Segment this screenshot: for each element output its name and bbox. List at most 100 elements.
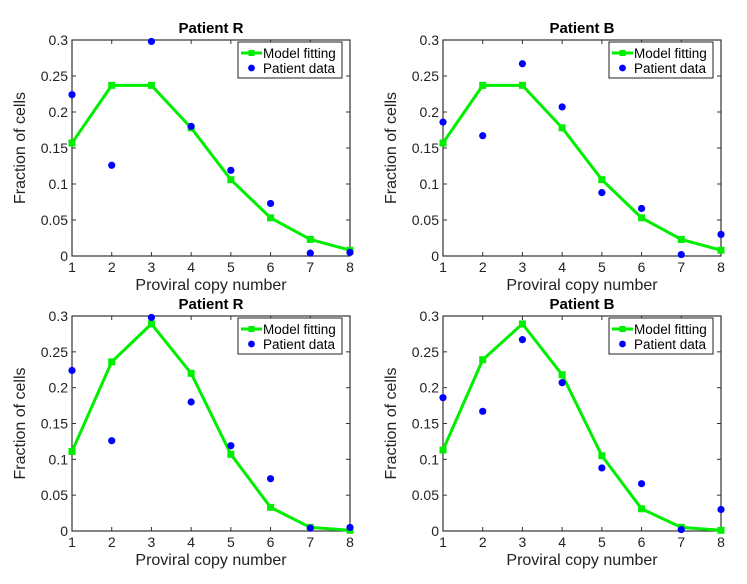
model-fitting-marker bbox=[638, 505, 646, 513]
x-tick-label: 1 bbox=[439, 534, 447, 550]
legend-square-marker bbox=[619, 326, 626, 332]
x-tick-label: 6 bbox=[638, 534, 646, 550]
patient-data-point bbox=[598, 189, 606, 197]
y-tick-label: 0.25 bbox=[412, 68, 439, 84]
x-tick-label: 3 bbox=[148, 534, 156, 550]
x-tick-label: 2 bbox=[479, 259, 487, 275]
legend-label: Patient data bbox=[263, 337, 336, 352]
x-tick-label: 7 bbox=[306, 259, 314, 275]
y-tick-label: 0.25 bbox=[412, 344, 439, 360]
patient-data-point bbox=[717, 505, 725, 514]
y-tick-label: 0.3 bbox=[49, 308, 69, 324]
y-tick-label: 0.2 bbox=[49, 104, 69, 120]
y-tick-label: 0.3 bbox=[420, 308, 440, 324]
model-fitting-marker bbox=[518, 320, 526, 328]
legend-label: Model fitting bbox=[263, 46, 336, 61]
legend-label: Model fitting bbox=[263, 322, 336, 337]
y-tick-label: 0.05 bbox=[41, 487, 68, 503]
legend-label: Patient data bbox=[263, 61, 336, 76]
x-tick-label: 3 bbox=[148, 259, 156, 275]
y-tick-label: 0.1 bbox=[420, 451, 440, 467]
model-fitting-marker bbox=[479, 81, 487, 89]
model-fitting-marker bbox=[518, 81, 526, 89]
y-tick-label: 0.3 bbox=[420, 32, 440, 48]
model-fitting-marker bbox=[717, 246, 725, 254]
model-fitting-marker bbox=[558, 124, 566, 132]
legend-box bbox=[608, 41, 714, 79]
patient-data-point bbox=[439, 118, 447, 126]
x-tick-label: 3 bbox=[519, 259, 527, 275]
x-tick-label: 7 bbox=[306, 534, 314, 550]
legend-label: Patient data bbox=[634, 337, 707, 352]
legend-box bbox=[237, 41, 343, 79]
y-tick-label: 0.25 bbox=[41, 68, 68, 84]
y-tick-label: 0.05 bbox=[412, 487, 439, 503]
x-axis-label: Proviral copy number bbox=[506, 277, 658, 294]
y-tick-label: 0.3 bbox=[49, 32, 69, 48]
y-tick-label: 0 bbox=[60, 523, 68, 539]
model-fitting-marker bbox=[267, 503, 275, 511]
legend-square-marker bbox=[619, 50, 626, 56]
x-tick-label: 7 bbox=[677, 534, 685, 550]
patient-data-point bbox=[187, 398, 195, 406]
patient-data-point bbox=[266, 199, 275, 208]
y-tick-label: 0.15 bbox=[41, 140, 68, 156]
chart-panel: 1 2 3 4 5 6 7 8 0 0.05 0.1 0.15 0.2 0.25 0.3 Patient B P… bbox=[383, 296, 725, 569]
patient-data-point bbox=[108, 161, 116, 169]
y-tick-label: 0.05 bbox=[41, 212, 68, 228]
x-axis-label: Proviral copy number bbox=[506, 552, 658, 569]
y-tick-label: 0.1 bbox=[49, 451, 69, 467]
model-fitting-marker bbox=[147, 320, 155, 328]
legend-dot-marker bbox=[248, 340, 255, 348]
x-tick-label: 5 bbox=[598, 259, 606, 275]
patient-data-point bbox=[479, 407, 487, 415]
y-tick-label: 0.2 bbox=[420, 380, 440, 396]
patient-data-point bbox=[558, 103, 566, 111]
patient-data-point bbox=[306, 524, 314, 532]
x-tick-label: 5 bbox=[598, 534, 606, 550]
x-tick-label: 8 bbox=[717, 534, 725, 550]
model-fitting-line bbox=[441, 83, 722, 252]
patient-data-point bbox=[677, 525, 685, 534]
x-tick-label: 8 bbox=[717, 259, 725, 275]
model-fitting-marker bbox=[717, 526, 725, 534]
x-tick-label: 4 bbox=[187, 534, 195, 550]
model-fitting-marker bbox=[439, 139, 447, 147]
model-fitting-marker bbox=[439, 446, 447, 454]
patient-data-point bbox=[346, 248, 354, 256]
legend-dot-marker bbox=[248, 64, 255, 72]
legend-label: Model fitting bbox=[634, 46, 707, 61]
model-fitting-marker bbox=[227, 176, 235, 184]
x-tick-label: 2 bbox=[108, 534, 116, 550]
y-tick-label: 0.1 bbox=[49, 176, 69, 192]
x-tick-label: 2 bbox=[479, 534, 487, 550]
legend-label: Patient data bbox=[634, 61, 707, 76]
x-tick-label: 4 bbox=[187, 259, 195, 275]
legend-dot-marker bbox=[619, 340, 626, 348]
patient-data-point bbox=[306, 249, 314, 257]
patient-data-point bbox=[68, 366, 76, 375]
model-fitting-marker bbox=[267, 214, 275, 222]
patient-data-point bbox=[68, 91, 76, 99]
model-fitting-marker bbox=[598, 176, 606, 184]
model-fitting-marker bbox=[147, 81, 155, 89]
model-fitting-line bbox=[70, 83, 351, 252]
patient-data-point bbox=[187, 122, 195, 130]
x-axis-label: Proviral copy number bbox=[135, 552, 287, 569]
legend-dot-marker bbox=[619, 64, 626, 72]
model-fitting-marker bbox=[108, 358, 116, 366]
patient-data-point bbox=[598, 464, 606, 472]
x-tick-label: 6 bbox=[267, 534, 275, 550]
y-tick-label: 0.2 bbox=[49, 380, 69, 396]
y-tick-label: 0 bbox=[431, 523, 439, 539]
model-fitting-marker bbox=[638, 214, 646, 222]
patient-data-point bbox=[147, 313, 156, 322]
y-axis-label: Fraction of cells bbox=[383, 92, 400, 204]
legend-label: Model fitting bbox=[634, 322, 707, 337]
x-tick-label: 5 bbox=[227, 534, 235, 550]
legend-box bbox=[608, 317, 714, 355]
